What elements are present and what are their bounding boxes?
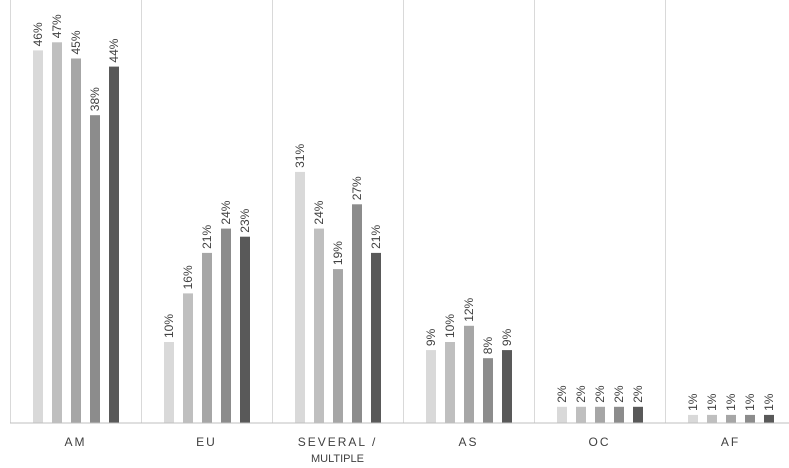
bar: [33, 50, 43, 424]
data-label: 1%: [686, 393, 700, 411]
data-label: 9%: [500, 328, 514, 346]
data-label: 27%: [350, 176, 364, 200]
data-label: 2%: [593, 385, 607, 403]
category-label: EU: [196, 435, 217, 449]
data-label: 2%: [612, 385, 626, 403]
bar: [745, 414, 755, 423]
bar: [502, 350, 512, 423]
data-label: 10%: [162, 314, 176, 338]
category-label: AF: [721, 435, 740, 449]
category-label: AM: [65, 435, 87, 449]
bar: [707, 414, 717, 423]
bar: [464, 325, 474, 423]
bar: [295, 171, 305, 423]
bar: [633, 406, 643, 423]
bar: [240, 236, 250, 423]
bar: [221, 228, 231, 423]
bar: [52, 42, 62, 424]
bar: [483, 358, 493, 423]
bar: [183, 293, 193, 423]
bar: [90, 115, 100, 423]
data-label: 2%: [574, 385, 588, 403]
bar: [595, 406, 605, 423]
data-labels-group: 46% 47% 45% 38% 44% 10% 16% 21% 24% 23% 31% 24% 19% 2…: [31, 14, 776, 411]
bar: [426, 350, 436, 423]
bar: [614, 406, 624, 423]
data-label: 2%: [631, 385, 645, 403]
data-label: 38%: [88, 87, 102, 111]
bar: [445, 342, 455, 423]
bar: [688, 414, 698, 423]
bar: [164, 342, 174, 423]
data-label: 8%: [481, 337, 495, 355]
category-label: SEVERAL / MULTIPLE: [298, 435, 378, 465]
data-label: 45%: [69, 30, 83, 54]
data-label: 2%: [555, 385, 569, 403]
data-label: 1%: [743, 393, 757, 411]
data-label: 46%: [31, 22, 45, 46]
bar: [557, 406, 567, 423]
bar: [764, 414, 774, 423]
bar: [71, 58, 81, 423]
data-label: 1%: [762, 393, 776, 411]
data-label: 12%: [462, 297, 476, 321]
category-labels-group: AM EU SEVERAL / MULTIPLE AS OC AF: [65, 435, 740, 465]
data-label: 16%: [181, 265, 195, 289]
bar: [576, 406, 586, 423]
data-label: 1%: [724, 393, 738, 411]
data-label: 24%: [312, 200, 326, 224]
data-label: 21%: [369, 225, 383, 249]
data-label: 21%: [200, 225, 214, 249]
category-label: AS: [458, 435, 478, 449]
data-label: 47%: [50, 14, 64, 38]
bar: [202, 252, 212, 423]
data-label: 31%: [293, 144, 307, 168]
category-label: OC: [589, 435, 611, 449]
bar: [333, 269, 343, 423]
bar: [109, 66, 119, 423]
bar: [371, 252, 381, 423]
category-dividers: [10, 0, 666, 423]
data-label: 10%: [443, 314, 457, 338]
data-label: 24%: [219, 200, 233, 224]
bars-group: [33, 42, 774, 424]
bar: [726, 414, 736, 423]
data-label: 19%: [331, 241, 345, 265]
data-label: 9%: [424, 328, 438, 346]
bar: [314, 228, 324, 423]
data-label: 23%: [238, 208, 252, 232]
bar: [352, 204, 362, 423]
data-label: 1%: [705, 393, 719, 411]
data-label: 44%: [107, 38, 121, 62]
